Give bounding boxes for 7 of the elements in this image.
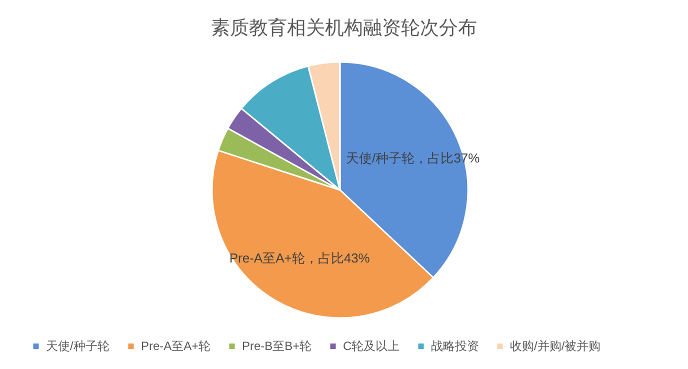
legend-label: C轮及以上 xyxy=(343,339,400,354)
chart-title: 素质教育相关机构融资轮次分布 xyxy=(211,17,477,39)
legend-label: 天使/种子轮 xyxy=(46,339,110,354)
legend-label: Pre-B至B+轮 xyxy=(242,339,312,354)
legend-label: Pre-A至A+轮 xyxy=(141,339,211,354)
legend-label: 收购/并购/被并购 xyxy=(510,339,601,354)
legend-label: 战略投资 xyxy=(431,339,479,354)
